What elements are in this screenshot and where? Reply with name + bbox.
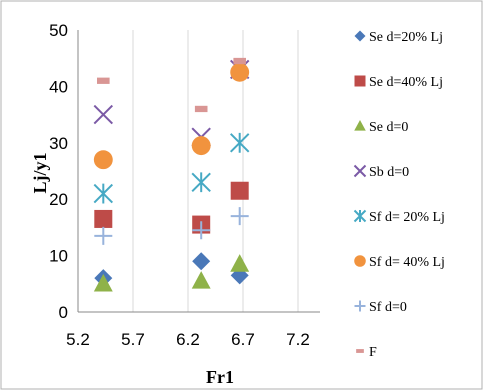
legend-item: Se d=0 [354, 119, 408, 135]
data-point [191, 172, 211, 193]
legend-marker [353, 209, 367, 223]
data-point [230, 254, 250, 272]
data-point [94, 209, 113, 228]
legend-label: Se d=20% Lj [369, 30, 443, 45]
x-tick-label: 5.2 [66, 330, 90, 349]
data-point [191, 136, 211, 156]
legend-item: Sf d=0 [354, 300, 407, 315]
data-point [230, 181, 249, 200]
series-5 [93, 62, 250, 170]
legend-item: Sf d= 40% Lj [354, 255, 445, 270]
x-tick-label: 6.7 [231, 330, 255, 349]
legend-marker [356, 349, 364, 353]
data-point [97, 77, 110, 84]
x-axis-title: Fr1 [206, 367, 234, 387]
data-point [94, 226, 113, 245]
series-7 [97, 57, 246, 113]
legend-item: Se d=40% Lj [354, 75, 443, 90]
y-axis-title: Lj/y1 [30, 152, 50, 193]
legend-label: Sf d=0 [369, 300, 407, 315]
legend-label: Se d=0 [369, 120, 408, 135]
x-tick-label: 7.2 [286, 330, 310, 349]
legend-item: Sf d= 20% Lj [353, 209, 445, 225]
legend-label: F [369, 345, 377, 360]
y-tick-label: 30 [49, 134, 68, 153]
data-point [229, 132, 250, 153]
y-tick-label: 50 [49, 21, 68, 40]
y-tick-label: 10 [49, 247, 68, 266]
legend-marker [353, 164, 367, 178]
x-tick-label: 6.2 [176, 330, 200, 349]
data-point [233, 57, 246, 65]
data-point [93, 183, 114, 204]
data-points [93, 57, 250, 292]
series-6 [94, 207, 249, 245]
axes [77, 30, 320, 313]
y-tick-label: 20 [49, 190, 68, 209]
legend: Se d=20% Lj Se d=40% Lj Se d=0 Sb d=0 Sf d= … [353, 30, 445, 360]
legend-marker [354, 30, 366, 42]
data-point [191, 271, 211, 289]
series-4 [93, 132, 250, 204]
data-point [93, 150, 113, 170]
data-point [192, 221, 211, 240]
legend-marker [354, 75, 366, 87]
legend-item: F [356, 345, 377, 360]
legend-item: Se d=20% Lj [354, 30, 443, 45]
tick-labels: 5.2 5.7 6.2 6.7 7.2 0 10 20 30 40 50 [49, 21, 310, 349]
legend-label: Sf d= 20% Lj [369, 210, 445, 225]
data-point [194, 105, 208, 113]
legend-item: Sb d=0 [353, 164, 409, 180]
data-point [93, 273, 113, 292]
legend-label: Sf d= 40% Lj [369, 255, 445, 270]
y-tick-label: 40 [49, 77, 68, 96]
data-point [230, 62, 250, 82]
data-point [192, 252, 211, 271]
data-point [93, 104, 114, 125]
legend-label: Se d=40% Lj [369, 75, 443, 90]
y-tick-label: 0 [59, 303, 68, 322]
series-2 [93, 254, 250, 292]
legend-label: Sb d=0 [369, 165, 409, 180]
legend-marker [354, 119, 366, 131]
data-point [230, 207, 249, 226]
legend-marker [354, 300, 366, 312]
legend-marker [354, 255, 366, 267]
x-tick-label: 5.7 [121, 330, 145, 349]
